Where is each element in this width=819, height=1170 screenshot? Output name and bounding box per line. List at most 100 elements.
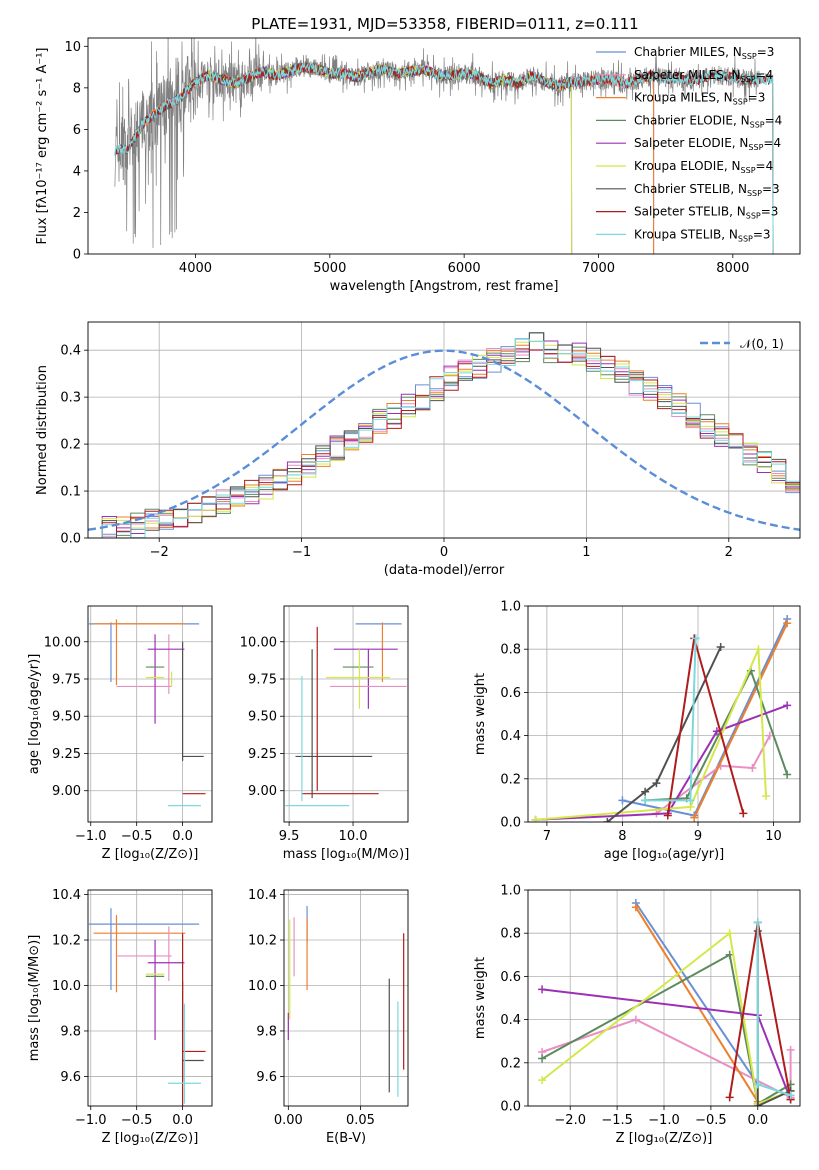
y-tick-label: 0.0 (500, 1100, 521, 1115)
y-tick-label: 9.8 (256, 1024, 277, 1039)
panel-age_vs_Z: −1.0 −0.5 0.0 9.00 9.25 9.50 9.75 10.00 Z [log₁₀… (27, 605, 213, 862)
axes-frame (283, 889, 409, 1107)
x-tick-label: 10 (765, 829, 782, 844)
residual-hist-8 (88, 348, 800, 538)
y-tick-label: 1.0 (500, 884, 521, 899)
weight-marker (641, 796, 650, 805)
model-line-1 (133, 61, 655, 254)
weight-marker (631, 903, 640, 912)
x-tick-label: −1.5 (601, 1113, 633, 1128)
panel-age_vs_mass: 9.5 10.0 9.00 9.25 9.50 9.75 10.00 mass [log₁₀(… (240, 605, 410, 862)
axes-frame (87, 321, 801, 539)
x-axis-label: mass [log₁₀(M/M⊙)] (283, 847, 410, 862)
legend-label: Kroupa STELIB, NSSP=3 (634, 227, 771, 243)
panel-residuals: −2 −1 0 1 2 0.0 0.1 0.2 0.3 0.4 (data-model)/error… (35, 321, 801, 578)
gaussian-curve (88, 349, 800, 531)
weight-marker (739, 809, 748, 818)
x-tick-label: 2 (725, 545, 733, 560)
residual-hist-3 (88, 341, 800, 538)
x-tick-label: 0.0 (172, 1113, 193, 1128)
weight-line-4 (645, 668, 789, 802)
y-tick-label: 9.50 (248, 710, 277, 725)
y-tick-label: 0.2 (500, 1056, 521, 1071)
x-tick-label: −1 (292, 545, 311, 560)
legend-label: Chabrier MILES, NSSP=3 (634, 45, 774, 61)
y-tick-label: 0.6 (500, 970, 521, 985)
y-tick-label: 0.8 (500, 927, 521, 942)
x-axis-label: Z [log₁₀(Z/Z⊙)] (102, 1131, 199, 1146)
legend-label: Chabrier STELIB, NSSP=3 (634, 182, 780, 198)
weight-marker (725, 1093, 734, 1102)
plot-area (531, 614, 792, 822)
weight-line-6 (541, 931, 791, 1106)
legend-label: Kroupa MILES, NSSP=3 (634, 91, 765, 107)
y-tick-label: 9.75 (52, 672, 81, 687)
y-tick-label: 0.0 (500, 816, 521, 831)
x-tick-label: 9 (694, 829, 702, 844)
y-axis-label: mass weight (473, 673, 488, 755)
y-tick-label: 9.50 (52, 710, 81, 725)
y-tick-label: 0.2 (60, 438, 81, 453)
legend-label: Salpeter ELODIE, NSSP=4 (634, 136, 781, 152)
x-tick-label: 10.0 (339, 829, 368, 844)
x-tick-label: 7000 (582, 261, 615, 276)
weight-marker (786, 1045, 795, 1054)
weight-marker (690, 813, 699, 822)
x-tick-label: 1 (582, 545, 590, 560)
x-tick-label: 0 (440, 545, 448, 560)
weight-marker (783, 770, 792, 779)
y-tick-label: 9.00 (248, 784, 277, 799)
residual-hist-7 (88, 332, 800, 538)
y-tick-label: 9.6 (256, 1070, 277, 1085)
axes-frame (527, 605, 801, 823)
weight-marker (538, 985, 547, 994)
y-tick-label: 2 (73, 206, 81, 221)
x-axis-label: Z [log₁₀(Z/Z⊙)] (102, 847, 199, 862)
y-tick-label: 0.8 (500, 643, 521, 658)
y-tick-label: 10.0 (248, 979, 277, 994)
weight-line-5 (535, 704, 788, 821)
plot-area (88, 908, 206, 1106)
y-tick-label: 10.00 (44, 635, 81, 650)
weight-line-3 (635, 906, 759, 1103)
weight-marker (691, 634, 700, 643)
weight-marker (603, 818, 612, 822)
y-tick-label: 9.8 (60, 1024, 81, 1039)
y-axis-label: age [log₁₀(age/yr)] (27, 654, 42, 775)
weight-marker (786, 1091, 795, 1100)
weight-marker (538, 1054, 547, 1063)
weight-line-9 (645, 638, 697, 802)
weight-marker (538, 1076, 547, 1085)
model-line-3 (133, 62, 655, 254)
weight-line-3 (693, 622, 789, 819)
legend-label: 𝒩(0, 1) (740, 337, 784, 351)
residual-hist-9 (88, 338, 800, 538)
model-line-4 (181, 62, 573, 254)
weight-line-7 (756, 931, 792, 1106)
figure-title: PLATE=1931, MJD=53358, FIBERID=0111, z=0… (251, 15, 638, 33)
axes-frame (527, 889, 801, 1107)
x-tick-label: 6000 (448, 261, 481, 276)
x-tick-label: 5000 (313, 261, 346, 276)
plot-area (285, 622, 407, 807)
y-tick-label: 0.3 (60, 391, 81, 406)
x-tick-label: 8 (618, 829, 626, 844)
legend-label: Salpeter MILES, NSSP=4 (634, 68, 773, 84)
x-axis-label: age [log₁₀(age/yr)] (604, 847, 725, 862)
weight-marker (762, 792, 770, 801)
y-axis-label: mass weight (473, 957, 488, 1039)
x-tick-label: 0.00 (274, 1113, 303, 1128)
weight-marker (641, 787, 650, 796)
x-tick-label: −1.0 (648, 1113, 680, 1128)
y-tick-label: 10.00 (240, 635, 277, 650)
weight-marker (663, 811, 672, 820)
model-line-2 (133, 63, 655, 254)
y-tick-label: 10.0 (52, 979, 81, 994)
weight-marker (618, 796, 627, 805)
y-axis-label: mass [log₁₀(M/M⊙)] (27, 935, 42, 1062)
panel-mass_weight_vs_age: 7 8 9 10 0.0 0.2 0.4 0.6 0.8 1.0 age [log₁₀(age/yr… (473, 600, 801, 862)
y-tick-label: 4 (73, 164, 81, 179)
y-axis-label: Normed distribution (35, 365, 50, 495)
x-axis-label: (data-model)/error (384, 563, 505, 578)
weight-marker (765, 731, 774, 740)
